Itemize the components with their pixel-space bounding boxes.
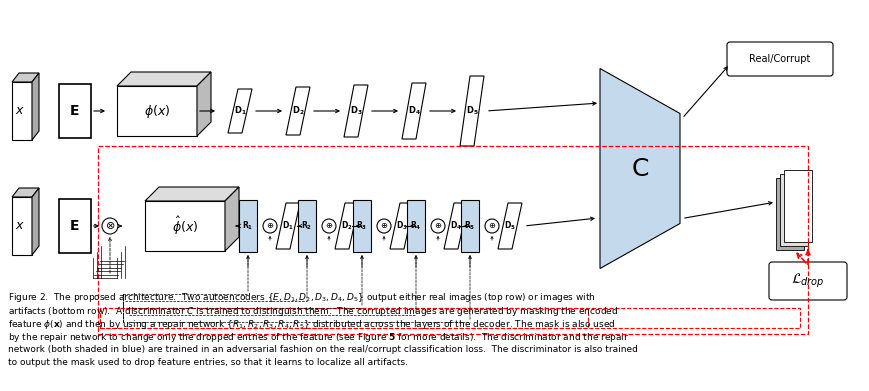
- Text: $\mathbf{D_2}$: $\mathbf{D_2}$: [291, 105, 304, 117]
- Text: $\hat{\phi}(x)$: $\hat{\phi}(x)$: [172, 215, 198, 237]
- Bar: [100, 308, 799, 328]
- Bar: [353, 200, 370, 252]
- Text: $\mathbf{D_4}$: $\mathbf{D_4}$: [449, 220, 461, 232]
- Text: $\otimes$: $\otimes$: [105, 221, 115, 231]
- Text: $\mathbf{D_1}$: $\mathbf{D_1}$: [282, 220, 294, 232]
- Polygon shape: [335, 203, 359, 249]
- Bar: [59, 84, 91, 138]
- Text: $\mathbf{D_4}$: $\mathbf{D_4}$: [407, 105, 420, 117]
- Polygon shape: [460, 76, 483, 146]
- Text: $\mathbf{D_5}$: $\mathbf{D_5}$: [503, 220, 515, 232]
- Polygon shape: [145, 201, 225, 251]
- Polygon shape: [116, 86, 196, 136]
- Bar: [407, 200, 425, 252]
- Bar: [298, 200, 315, 252]
- Text: E: E: [70, 104, 80, 118]
- Text: $\mathbf{R_3}$: $\mathbf{R_3}$: [356, 220, 368, 232]
- Polygon shape: [12, 188, 39, 197]
- Text: Real/Corrupt: Real/Corrupt: [748, 54, 810, 64]
- Polygon shape: [228, 89, 252, 133]
- Circle shape: [262, 219, 276, 233]
- Circle shape: [484, 219, 499, 233]
- Polygon shape: [443, 203, 468, 249]
- Polygon shape: [12, 82, 32, 140]
- Text: $\mathbf{D_3}$: $\mathbf{D_3}$: [395, 220, 408, 232]
- FancyBboxPatch shape: [768, 262, 846, 300]
- Text: $\oplus$: $\oplus$: [380, 221, 388, 231]
- Circle shape: [376, 219, 390, 233]
- Text: $x$: $x$: [15, 104, 25, 118]
- Polygon shape: [32, 188, 39, 255]
- Text: $\mathbf{D_1}$: $\mathbf{D_1}$: [234, 105, 246, 117]
- Text: feature $\phi(\mathbf{x})$ and then by using a repair network $\{R_1, R_2, R_3, : feature $\phi(\mathbf{x})$ and then by u…: [8, 318, 614, 331]
- Text: to output the mask used to drop feature entries, so that it learns to localize a: to output the mask used to drop feature …: [8, 359, 408, 368]
- Text: Figure 2.  The proposed architecture.  Two autoencoders $\{E, D_1, D_2, D_3, D_4: Figure 2. The proposed architecture. Two…: [8, 291, 595, 304]
- Text: $\mathbf{R_5}$: $\mathbf{R_5}$: [464, 220, 475, 232]
- Polygon shape: [389, 203, 414, 249]
- Text: $\oplus$: $\oplus$: [266, 221, 274, 231]
- Text: E: E: [70, 219, 80, 233]
- Circle shape: [322, 219, 335, 233]
- Bar: [461, 200, 479, 252]
- Polygon shape: [225, 187, 239, 251]
- Text: $\mathbf{D_3}$: $\mathbf{D_3}$: [349, 105, 362, 117]
- Polygon shape: [32, 73, 39, 140]
- Polygon shape: [343, 85, 368, 137]
- Text: $\oplus$: $\oplus$: [488, 221, 495, 231]
- Bar: [59, 199, 91, 253]
- Text: $\mathbf{R_4}$: $\mathbf{R_4}$: [410, 220, 421, 232]
- Text: artifacts (bottom row).  A discriminator $C$ is trained to distinguish them.  Th: artifacts (bottom row). A discriminator …: [8, 305, 617, 317]
- Text: $\phi(x)$: $\phi(x)$: [143, 102, 170, 120]
- Circle shape: [102, 218, 118, 234]
- Polygon shape: [196, 72, 211, 136]
- Text: $\mathbf{R_2}$: $\mathbf{R_2}$: [301, 220, 312, 232]
- Text: by the repair network to change only the dropped entries of the feature (see Fig: by the repair network to change only the…: [8, 332, 628, 344]
- Polygon shape: [145, 187, 239, 201]
- Text: C: C: [631, 156, 648, 181]
- Polygon shape: [12, 73, 39, 82]
- Bar: [100, 308, 587, 328]
- Bar: [239, 200, 256, 252]
- Text: $\oplus$: $\oplus$: [324, 221, 333, 231]
- Polygon shape: [600, 68, 680, 269]
- Text: $x$: $x$: [15, 219, 25, 233]
- Bar: [783, 170, 811, 242]
- Polygon shape: [12, 197, 32, 255]
- Polygon shape: [497, 203, 521, 249]
- Text: $\mathbf{D_2}$: $\mathbf{D_2}$: [341, 220, 353, 232]
- Text: $\oplus$: $\oplus$: [434, 221, 441, 231]
- Text: $\mathcal{L}_{drop}$: $\mathcal{L}_{drop}$: [790, 272, 824, 290]
- Polygon shape: [401, 83, 426, 139]
- Polygon shape: [275, 203, 300, 249]
- Bar: [775, 178, 803, 250]
- Text: network (both shaded in blue) are trained in an adversarial fashion on the real/: network (both shaded in blue) are traine…: [8, 345, 637, 354]
- Polygon shape: [286, 87, 309, 135]
- FancyBboxPatch shape: [726, 42, 832, 76]
- Bar: [779, 174, 807, 246]
- Polygon shape: [116, 72, 211, 86]
- Text: $\mathbf{R_1}$: $\mathbf{R_1}$: [242, 220, 254, 232]
- Circle shape: [430, 219, 444, 233]
- Text: $\mathbf{D_5}$: $\mathbf{D_5}$: [465, 105, 478, 117]
